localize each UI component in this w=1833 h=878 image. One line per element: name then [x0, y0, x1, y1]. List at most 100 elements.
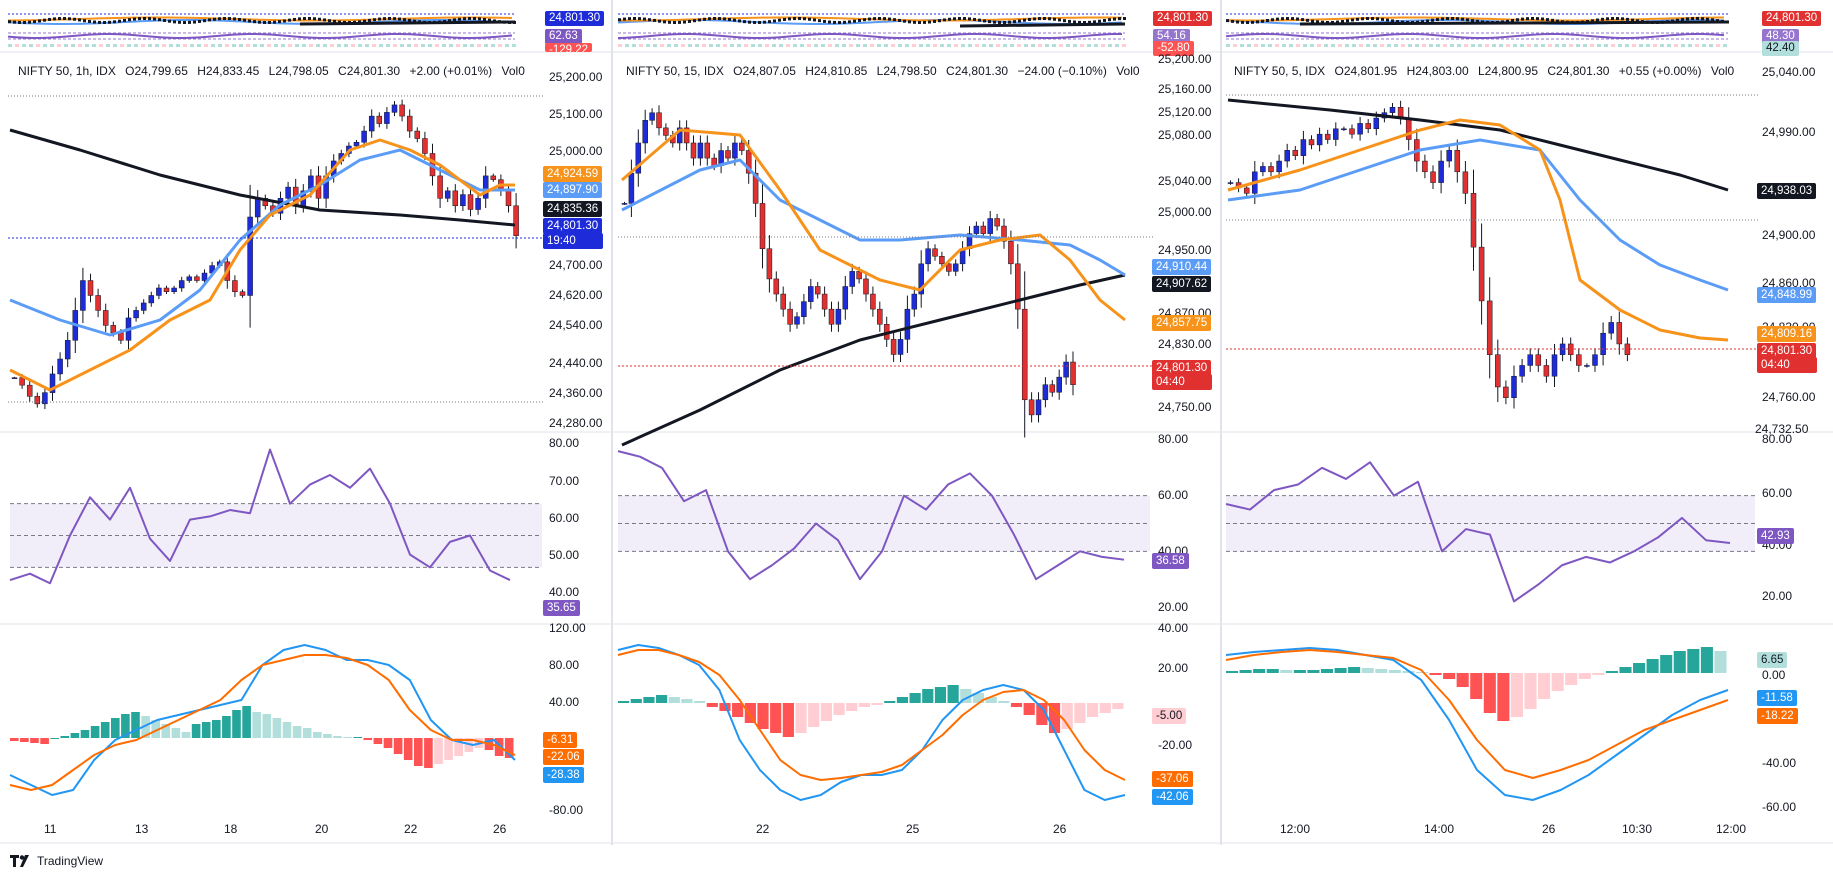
strip-hist — [106, 44, 110, 47]
5-candle — [1535, 354, 1542, 366]
15-candle — [842, 286, 849, 310]
strip-candle — [1058, 18, 1061, 22]
strip-candle — [128, 18, 131, 22]
strip-candle — [948, 17, 951, 21]
15-candle — [787, 308, 793, 325]
strip-candle — [828, 20, 831, 24]
strip-candle — [758, 20, 761, 24]
strip-candle — [1251, 20, 1254, 24]
strip-candle — [773, 19, 776, 23]
15-candle — [697, 142, 704, 159]
5-candle — [1260, 166, 1266, 173]
strip-hist — [919, 44, 923, 47]
undefined-macd-hist — [896, 697, 909, 703]
strip-hist — [933, 44, 937, 47]
strip-hist — [379, 44, 383, 47]
strip-candle — [13, 20, 16, 24]
undefined-macd-hist — [1551, 673, 1564, 691]
15-candle — [980, 225, 987, 234]
price-axis-label: 25,100.00 — [549, 107, 603, 121]
strip-hist — [1653, 44, 1657, 47]
undefined-macd-hist — [833, 703, 845, 715]
strip-hist — [302, 44, 306, 47]
15-candle — [1063, 361, 1069, 378]
undefined-signal-line — [1225, 649, 1729, 779]
macd-axis-label: -20.00 — [1158, 738, 1193, 752]
high-value: H24,810.85 — [805, 64, 868, 78]
undefined-macd-hist — [1565, 673, 1578, 685]
undefined-macd-hist — [252, 712, 261, 738]
ema-fast-tag: 24,857.75 — [1152, 315, 1212, 331]
last-price-tag: 24,801.30 — [1757, 343, 1817, 359]
strip-candle — [958, 17, 961, 21]
strip-candle — [1033, 17, 1036, 21]
undefined-macd-hist — [111, 718, 120, 738]
price-axis-label: 24,732.50 — [1755, 422, 1809, 436]
strip-candle — [1626, 17, 1629, 21]
strip-hist — [1408, 44, 1412, 47]
strip-hist — [1625, 44, 1629, 47]
strip-candle — [1296, 17, 1299, 21]
strip-candle — [468, 17, 471, 21]
undefined-macd-hist — [1048, 703, 1061, 733]
1h-candle — [361, 130, 367, 143]
undefined-macd-hist — [1673, 651, 1686, 673]
strip-hist — [884, 44, 888, 47]
strip-hist — [442, 44, 446, 47]
strip-candle — [283, 19, 286, 23]
strip-candle — [1356, 17, 1359, 21]
strip-price-tag: 24,801.30 — [1153, 11, 1213, 26]
1h-candle — [247, 216, 253, 296]
price-axis-label: 25,200.00 — [549, 70, 603, 84]
strip-hist — [625, 44, 629, 47]
1h-ema-long — [9, 128, 516, 227]
undefined-macd-hist — [871, 703, 883, 705]
15-candle — [828, 308, 835, 325]
strip-rsi — [7, 33, 513, 39]
strip-candle — [1336, 20, 1339, 24]
strip-candle — [73, 17, 76, 21]
undefined-macd-hist — [302, 728, 312, 738]
symbol-label: NIFTY 50, 1h, IDX — [18, 64, 116, 78]
strip-candle — [253, 20, 256, 24]
strip-candle — [1311, 19, 1314, 23]
tradingview-logo[interactable]: TradingView — [10, 854, 103, 868]
15-candle — [835, 308, 842, 325]
strip-candle — [818, 19, 821, 23]
price-axis-label: 25,040.00 — [1762, 65, 1816, 79]
strip-candle — [1471, 19, 1474, 23]
strip-hist — [204, 44, 208, 47]
1h-candle — [505, 190, 512, 207]
panel-1h[interactable] — [0, 0, 611, 845]
strip-hist — [281, 44, 285, 47]
15-candle — [690, 142, 697, 159]
strip-hist — [905, 44, 909, 47]
strip-hist — [751, 44, 755, 47]
1h-candle — [102, 310, 109, 326]
strip-hist — [1534, 44, 1538, 47]
strip-hist — [1583, 44, 1587, 47]
strip-hist — [351, 44, 355, 47]
undefined-macd-hist — [1280, 670, 1293, 673]
undefined-macd-hist — [141, 716, 150, 738]
macd-line-tag: -11.58 — [1757, 690, 1797, 706]
strip-candle — [993, 20, 996, 24]
time-axis-label: 14:00 — [1424, 822, 1455, 836]
strip-hist — [295, 44, 299, 47]
1h-candle — [232, 280, 238, 292]
1h-candle — [201, 272, 208, 281]
strip-candle — [1281, 17, 1284, 21]
macd-axis-label: 40.00 — [549, 695, 580, 709]
strip-candle — [248, 19, 251, 23]
strip-candle — [158, 18, 161, 22]
macd-axis-label: 20.00 — [1158, 661, 1189, 675]
strip-hist — [1632, 44, 1636, 47]
rsi-axis-label: 70.00 — [549, 474, 580, 488]
undefined-macd-hist — [1714, 651, 1727, 673]
strip-candle — [8, 20, 11, 24]
strip-hist — [639, 44, 643, 47]
15-candle — [621, 203, 628, 205]
strip-hist — [1716, 44, 1720, 47]
strip-hist — [1324, 44, 1328, 47]
